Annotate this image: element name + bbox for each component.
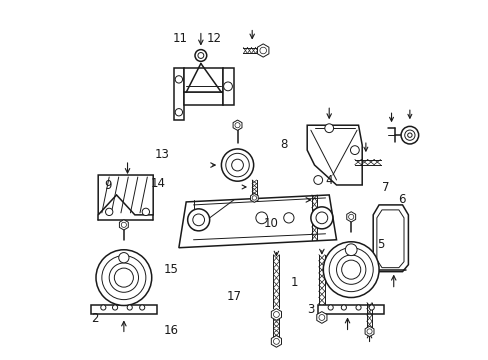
Polygon shape — [316, 312, 326, 323]
Polygon shape — [271, 309, 281, 320]
Circle shape — [323, 242, 378, 297]
Polygon shape — [257, 44, 268, 57]
Circle shape — [231, 159, 243, 171]
Polygon shape — [91, 305, 157, 315]
Polygon shape — [372, 205, 407, 272]
Polygon shape — [233, 120, 242, 130]
Text: 12: 12 — [206, 32, 221, 45]
Polygon shape — [318, 305, 384, 315]
Circle shape — [142, 208, 149, 216]
Circle shape — [283, 213, 293, 223]
Circle shape — [109, 263, 138, 292]
Circle shape — [223, 82, 232, 91]
Polygon shape — [179, 195, 336, 248]
Circle shape — [101, 305, 106, 310]
Text: 6: 6 — [398, 193, 405, 206]
Text: 14: 14 — [150, 177, 165, 190]
Circle shape — [313, 176, 322, 184]
Circle shape — [221, 149, 253, 181]
Text: 4: 4 — [325, 174, 332, 186]
Circle shape — [195, 50, 206, 61]
Circle shape — [350, 146, 359, 154]
Circle shape — [327, 305, 332, 310]
Polygon shape — [173, 68, 183, 120]
Polygon shape — [250, 194, 258, 202]
Circle shape — [310, 207, 332, 229]
Circle shape — [341, 305, 346, 310]
Circle shape — [119, 253, 129, 263]
Circle shape — [187, 209, 209, 231]
Polygon shape — [119, 220, 128, 230]
Polygon shape — [98, 175, 153, 215]
Circle shape — [175, 109, 182, 116]
Circle shape — [336, 255, 365, 284]
Circle shape — [175, 76, 182, 83]
Polygon shape — [223, 68, 233, 105]
Polygon shape — [271, 336, 281, 347]
Text: 2: 2 — [91, 311, 98, 325]
Text: 9: 9 — [104, 179, 112, 192]
Circle shape — [324, 124, 333, 132]
Circle shape — [355, 305, 360, 310]
Circle shape — [407, 133, 411, 138]
Circle shape — [345, 244, 356, 256]
Circle shape — [96, 250, 151, 306]
Text: 16: 16 — [163, 324, 178, 337]
Polygon shape — [306, 125, 362, 185]
Text: 11: 11 — [172, 32, 187, 45]
Text: 10: 10 — [264, 216, 278, 230]
Text: 5: 5 — [376, 238, 384, 251]
Text: 1: 1 — [290, 276, 297, 289]
Text: 7: 7 — [382, 181, 389, 194]
Text: 15: 15 — [163, 263, 178, 276]
Circle shape — [105, 208, 113, 216]
Circle shape — [368, 305, 373, 310]
Text: 13: 13 — [154, 148, 169, 161]
Circle shape — [127, 305, 132, 310]
Text: 3: 3 — [306, 303, 314, 316]
Text: 8: 8 — [280, 138, 287, 150]
Polygon shape — [183, 92, 223, 105]
Polygon shape — [183, 68, 223, 92]
Circle shape — [112, 305, 118, 310]
Circle shape — [140, 305, 144, 310]
Polygon shape — [365, 326, 373, 337]
Circle shape — [400, 126, 418, 144]
Circle shape — [255, 212, 267, 224]
Polygon shape — [346, 212, 355, 222]
Text: 17: 17 — [226, 290, 241, 303]
